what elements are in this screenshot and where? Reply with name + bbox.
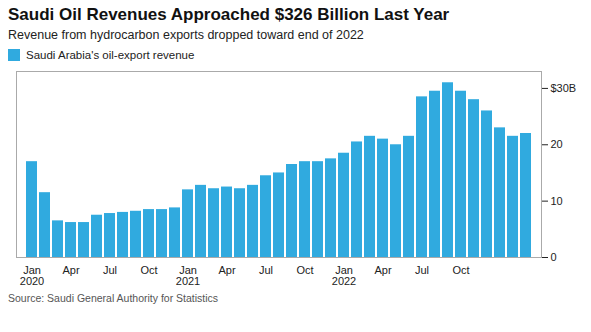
svg-text:Apr: Apr <box>218 264 235 276</box>
svg-text:Apr: Apr <box>374 264 391 276</box>
svg-text:Jul: Jul <box>103 264 117 276</box>
svg-text:Jan2022: Jan2022 <box>332 264 356 287</box>
svg-text:Jul: Jul <box>259 264 273 276</box>
svg-text:$30B: $30B <box>551 82 577 94</box>
svg-text:Jan2021: Jan2021 <box>176 264 200 287</box>
html-text:Saudi Arabia's oil-export reve: Saudi Arabia's oil-export revenue <box>26 49 195 61</box>
svg-text:Oct: Oct <box>296 264 313 276</box>
html-text:Revenue from hydrocarbon expor: Revenue from hydrocarbon exports dropped… <box>8 28 364 42</box>
svg-text:Jul: Jul <box>415 264 429 276</box>
svg-text:Jan2020: Jan2020 <box>20 264 44 287</box>
svg-text:Oct: Oct <box>452 264 469 276</box>
html-text:Saudi Oil Revenues Approached: Saudi Oil Revenues Approached $326 Billi… <box>8 5 450 24</box>
svg-text:20: 20 <box>551 138 563 150</box>
html-text:Source: Saudi General Authorit: Source: Saudi General Authority for Stat… <box>8 292 219 304</box>
svg-text:Apr: Apr <box>62 264 79 276</box>
svg-text:10: 10 <box>551 195 563 207</box>
svg-text:Oct: Oct <box>140 264 157 276</box>
svg-text:0: 0 <box>551 251 557 263</box>
